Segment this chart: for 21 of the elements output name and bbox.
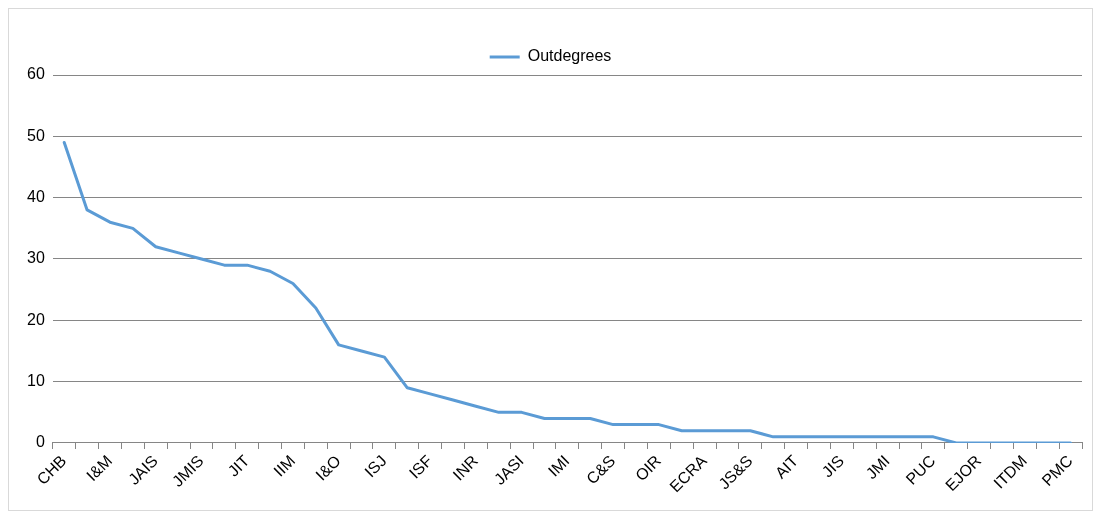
y-tick-label: 40 <box>27 188 45 206</box>
y-tick-label: 50 <box>27 126 45 144</box>
x-tick-label: I&O <box>312 451 344 484</box>
x-tick-label: JIT <box>224 451 253 480</box>
x-tick-label: JIS <box>818 451 848 481</box>
x-tick-label: ISJ <box>361 451 390 481</box>
x-tick-label: ISF <box>405 451 436 482</box>
x-tick-label: IMI <box>544 451 573 480</box>
y-tick-label: 10 <box>27 372 45 390</box>
y-tick-label: 60 <box>27 65 45 83</box>
y-tick-label: 30 <box>27 249 45 267</box>
x-tick-label: I&M <box>83 451 116 485</box>
x-tick-label: IIM <box>270 451 299 480</box>
x-tick-label: JMI <box>862 451 893 483</box>
x-tick-label: INR <box>449 451 482 484</box>
x-tick-label: OIR <box>631 451 665 485</box>
y-tick-label: 20 <box>27 310 45 328</box>
x-tick-label: C&S <box>583 451 619 488</box>
legend-label: Outdegrees <box>527 47 612 65</box>
x-tick-label: AIT <box>771 451 802 482</box>
y-tick-label: 0 <box>35 433 45 451</box>
